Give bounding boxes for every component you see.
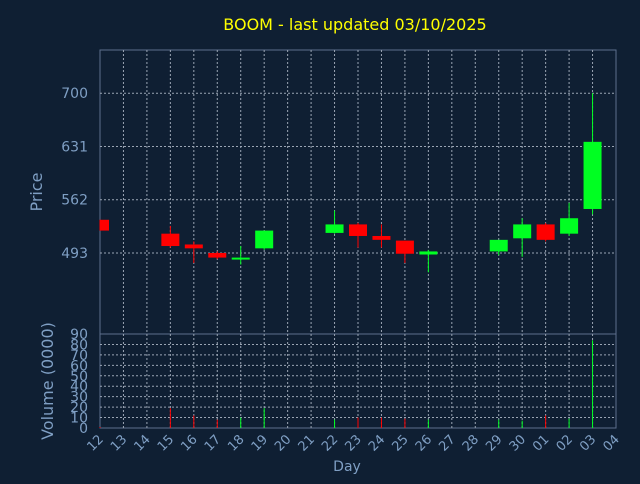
volume-tick-label: 50 (70, 369, 88, 385)
x-tick-label: 30 (507, 432, 529, 454)
candle-body (255, 230, 274, 249)
x-tick-label: 13 (108, 432, 130, 454)
price-tick-label: 562 (61, 193, 88, 209)
candle-body (231, 257, 250, 260)
candle-body (349, 224, 367, 236)
price-tick-label: 700 (61, 86, 88, 102)
x-tick-label: 17 (202, 432, 224, 454)
candle-body (489, 239, 508, 252)
candle-body (372, 235, 391, 240)
chart-title: BOOM - last updated 03/10/2025 (223, 15, 486, 34)
volume-tick-label: 10 (70, 411, 88, 427)
x-tick-label: 16 (178, 432, 200, 454)
price-tick-label: 631 (61, 139, 88, 155)
candle-body (513, 224, 532, 239)
x-tick-label: 20 (272, 432, 294, 454)
candle-body (395, 240, 414, 254)
candle-body (560, 218, 579, 234)
x-tick-label: 22 (319, 432, 341, 454)
volume-tick-label: 90 (70, 327, 88, 343)
candle-body (161, 233, 180, 247)
x-tick-label: 19 (249, 432, 271, 454)
x-tick-label: 03 (577, 432, 599, 454)
volume-tick-label: 30 (70, 390, 88, 406)
x-tick-label: 27 (436, 432, 458, 454)
volume-axis-label: Volume (0000) (38, 322, 57, 440)
x-tick-label: 26 (413, 432, 435, 454)
x-tick-label: 02 (554, 432, 576, 454)
x-tick-label: 14 (131, 432, 153, 454)
candle-body (100, 219, 109, 231)
candle-body (208, 252, 227, 258)
candle-body (184, 244, 203, 249)
x-tick-label: 01 (530, 432, 552, 454)
volume-tick-label: 70 (70, 348, 88, 364)
candle-body (325, 224, 344, 233)
volume-tick-label: 20 (70, 400, 88, 416)
candle-body (536, 224, 555, 240)
x-tick-label: 18 (225, 432, 247, 454)
volume-tick-label: 0 (79, 421, 88, 437)
volume-tick-label: 80 (70, 337, 88, 353)
day-axis-label: Day (333, 459, 361, 475)
x-tick-label: 04 (601, 432, 623, 454)
x-tick-label: 21 (296, 432, 318, 454)
x-tick-label: 28 (460, 432, 482, 454)
price-panel: 493 562 631 700 (61, 49, 617, 335)
x-tick-label: 23 (343, 432, 365, 454)
price-axis-label: Price (27, 172, 46, 211)
candle-body (419, 251, 438, 255)
volume-frame (99, 333, 617, 429)
volume-tick-label: 60 (70, 358, 88, 374)
volume-tick-label: 40 (70, 379, 88, 395)
x-tick-label: 15 (155, 432, 177, 454)
x-tick-label: 24 (366, 432, 388, 454)
x-tick-label: 29 (483, 432, 505, 454)
x-tick-label: 25 (389, 432, 411, 454)
price-tick-label: 493 (61, 246, 88, 262)
candle-body (583, 141, 602, 209)
